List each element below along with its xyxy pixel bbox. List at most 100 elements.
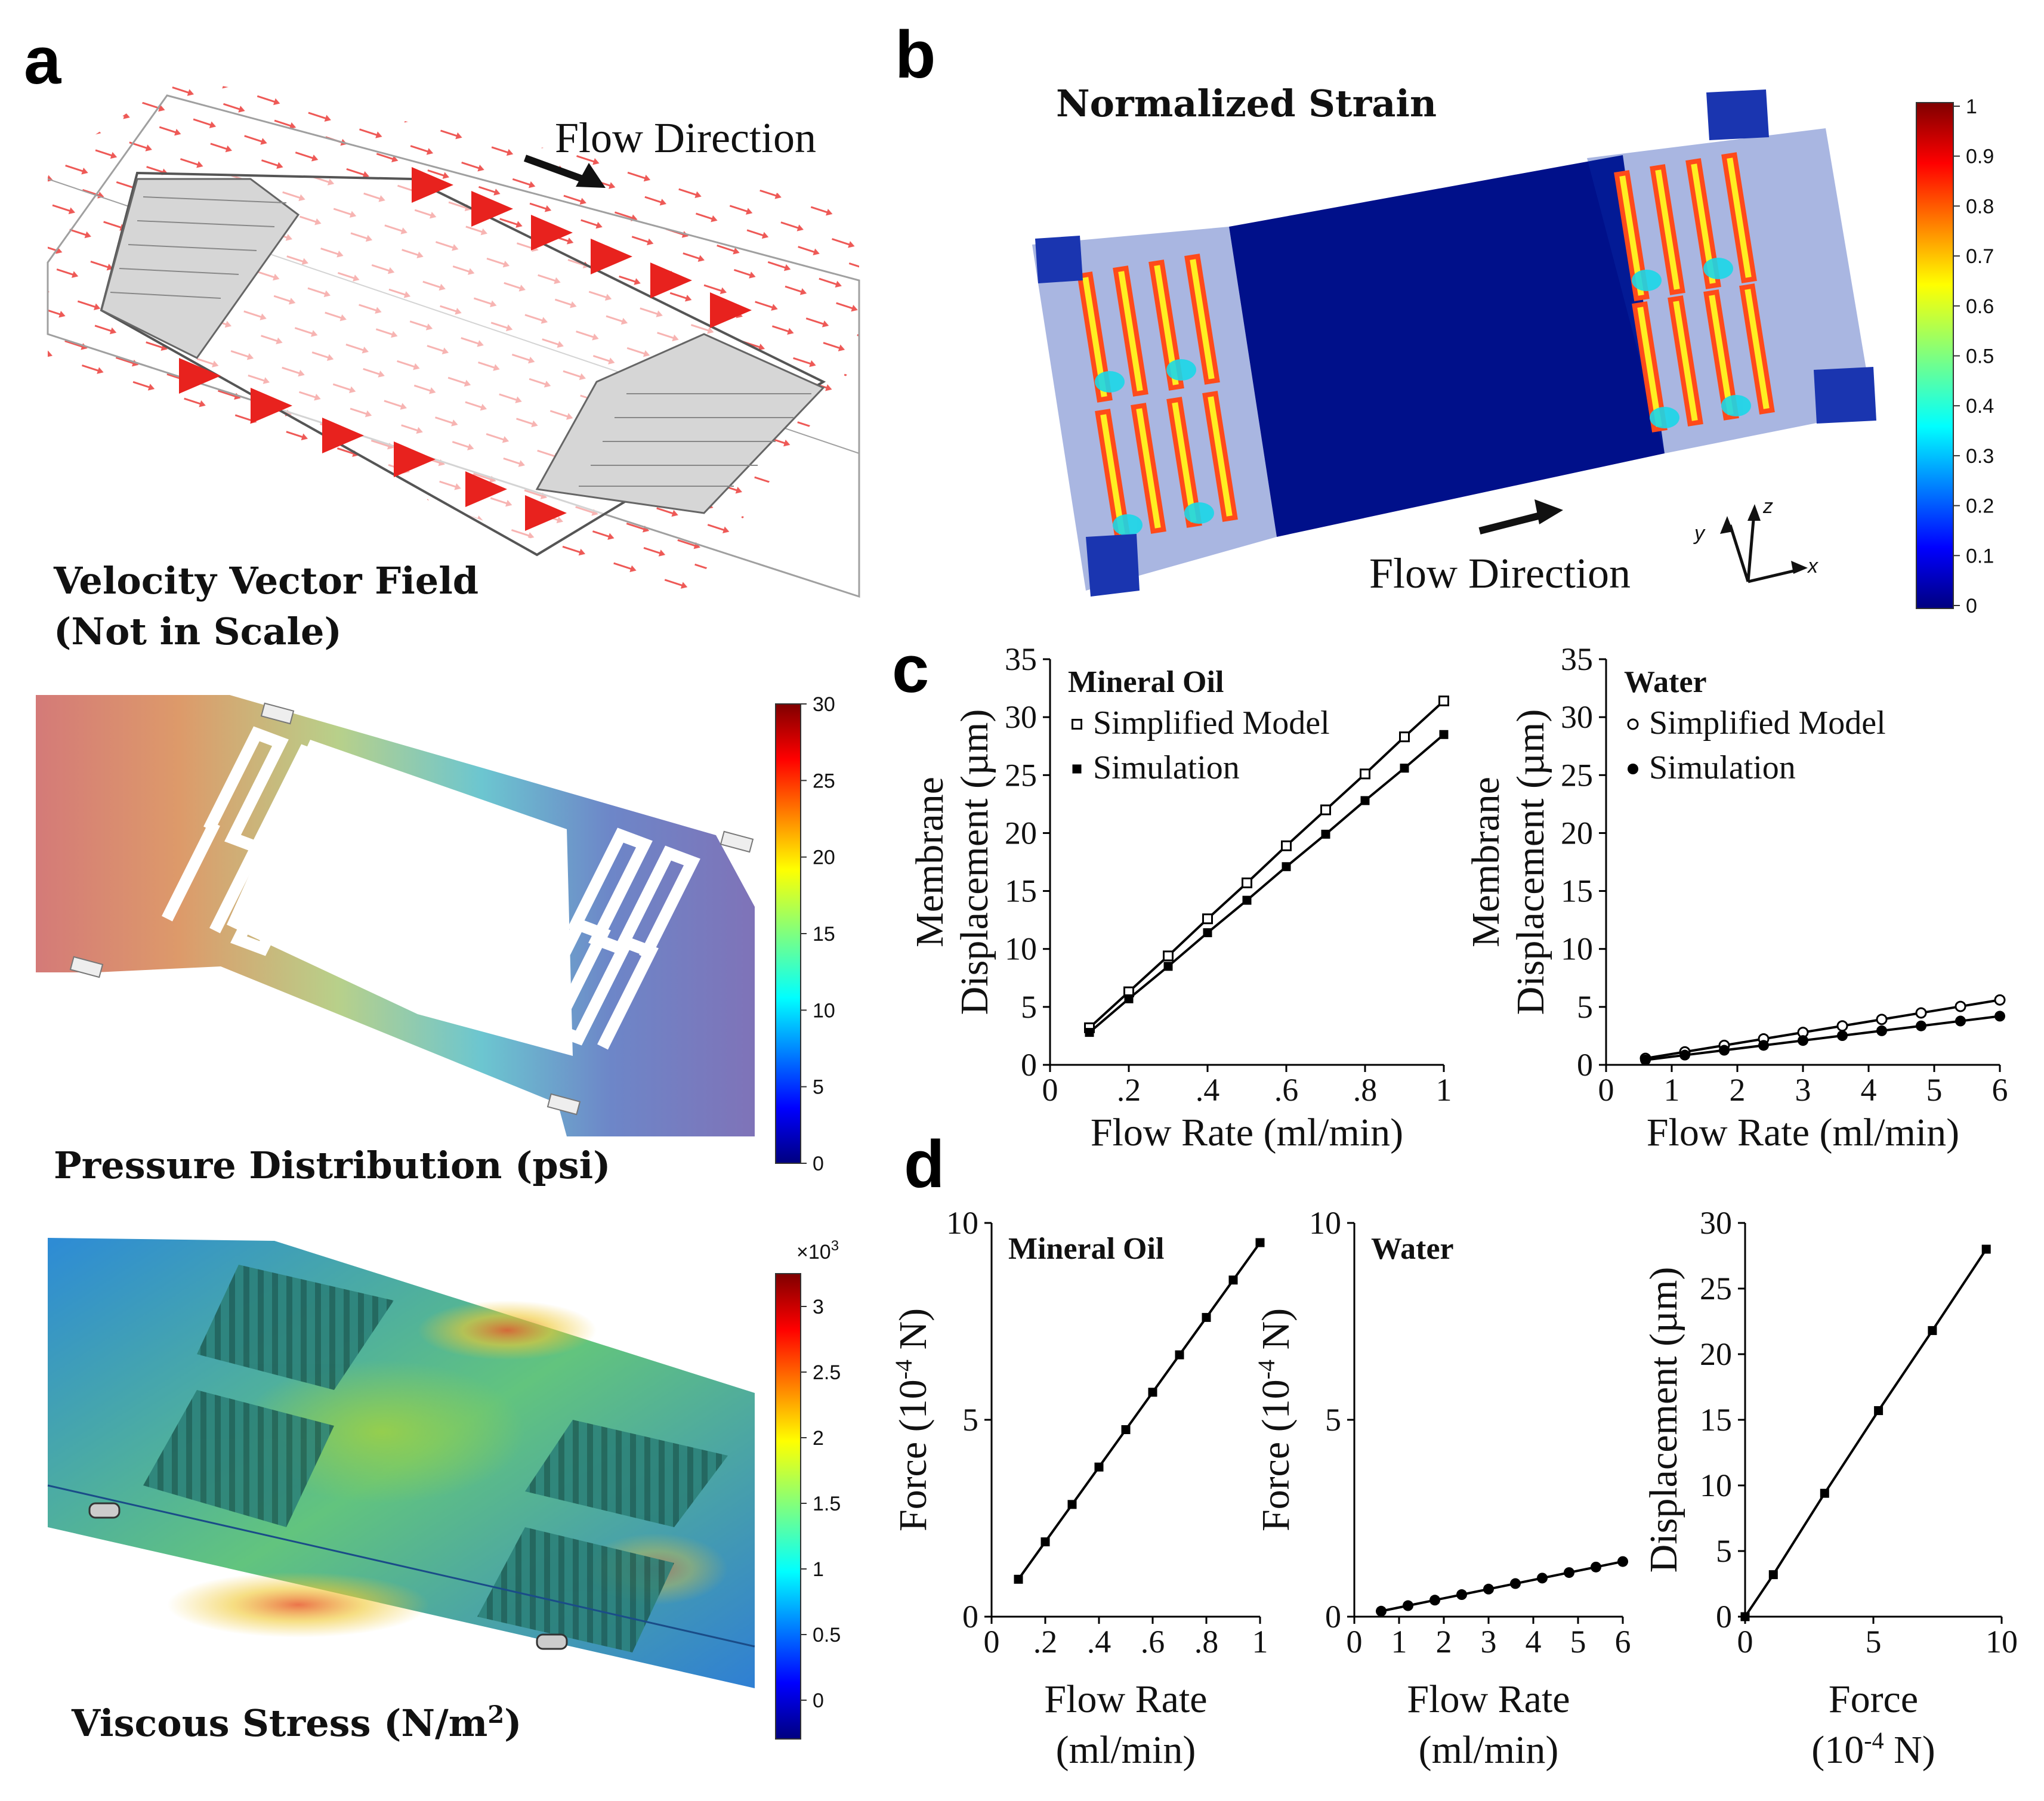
viscous-stress-image [47, 1238, 755, 1688]
c-mineral-oil-series-0-marker [1202, 913, 1213, 925]
d-mineral-oil-y-label-post: N) [891, 1308, 935, 1360]
c-water-series-0-marker [1915, 1007, 1927, 1019]
c-water-series-1-marker [1679, 1049, 1690, 1061]
c-water-series-0-marker [1876, 1014, 1888, 1025]
strain-title: Normalized Strain [1056, 82, 1437, 125]
d-water-series-0-marker [1510, 1578, 1521, 1589]
strain-colorbar-tick-label: 1 [1966, 95, 1977, 118]
strain-axis-y-label: y [1693, 522, 1706, 545]
d-water-y-label-post: N) [1254, 1308, 1298, 1360]
d-water-series-0-marker [1591, 1561, 1601, 1573]
c-mineral-oil-series-0-line [1088, 700, 1445, 1029]
d-mineral-oil-x-label-line1: Flow Rate [1044, 1678, 1207, 1721]
d-displacement-series-0-marker [1981, 1244, 1991, 1254]
c-mineral-oil-x-label: Flow Rate (ml/min) [1091, 1111, 1403, 1154]
c-water-series-0-marker [1955, 1000, 1966, 1012]
c-mineral-oil-y-tick-label: 20 [1005, 815, 1037, 851]
d-mineral-oil-series-0-marker [1175, 1350, 1184, 1360]
viscous-colorbar-tick-label: 1.5 [813, 1493, 841, 1515]
strain-axis-z-label: z [1762, 495, 1773, 518]
strain-colorbar-tick-label: 0.2 [1966, 495, 1994, 518]
c-water-series-0-marker [1836, 1020, 1848, 1032]
c-water-y-tick-label: 15 [1561, 873, 1593, 909]
c-mineral-oil-y-tick-label: 25 [1005, 757, 1037, 793]
viscous-colorbar [775, 1273, 801, 1740]
d-mineral-oil-x-tick-label: .6 [1141, 1624, 1165, 1660]
pressure-colorbar-tick-label: 5 [813, 1076, 824, 1099]
strain-colorbar-ticks: 1 0.9 0.8 0.7 0.6 0.5 0.4 0.3 0.2 0.1 0 [1954, 95, 1994, 617]
velocity-flow-direction-label: Flow Direction [555, 114, 816, 162]
d-mineral-oil-x-tick-label: 1 [1252, 1624, 1268, 1660]
c-mineral-oil-y-label-line2: Displacement (µm) [953, 709, 996, 1015]
d-displacement-x-label-post: N) [1884, 1728, 1935, 1772]
c-mineral-oil-series-1-marker [1242, 895, 1252, 905]
d-water-series-0-marker [1537, 1573, 1548, 1584]
d-mineral-oil-y-label-pre: Force (10 [891, 1379, 935, 1531]
c-water-series-1-marker [1837, 1030, 1848, 1042]
panel-label-d: d [904, 1127, 944, 1201]
d-displacement-x-tick-label: 0 [1737, 1624, 1753, 1660]
d-water-y-label-pre: Force (10 [1254, 1379, 1298, 1531]
c-mineral-oil-x-tick-label: .8 [1353, 1072, 1378, 1108]
d-displacement-y-tick-label: 15 [1700, 1402, 1732, 1438]
strain-colorbar-tick-label: 0.8 [1966, 195, 1994, 218]
c-mineral-oil-series-0-marker [1399, 731, 1410, 743]
c-water-x-tick-label: 4 [1861, 1072, 1877, 1108]
d-displacement-series-0-marker [1740, 1612, 1750, 1621]
panel-label-a: a [24, 23, 61, 98]
velocity-title-line2: (Not in Scale) [54, 610, 342, 653]
d-displacement-y-tick-label: 20 [1700, 1336, 1732, 1372]
strain-colorbar-tick-label: 0.4 [1966, 395, 1994, 418]
d-displacement-series-0-marker [1768, 1570, 1778, 1580]
c-water-y-tick-label: 0 [1577, 1047, 1593, 1083]
c-mineral-oil-x-tick-label: 1 [1436, 1072, 1452, 1108]
pressure-colorbar [775, 703, 801, 1164]
pressure-colorbar-tick-label: 20 [813, 847, 835, 869]
c-water-y-tick-label: 10 [1561, 931, 1593, 967]
c-mineral-oil-series-0-marker [1163, 950, 1174, 962]
strain-colorbar-tick-label: 0.1 [1966, 545, 1994, 567]
d-water-series-0-line [1381, 1560, 1623, 1612]
c-mineral-oil-y-tick-label: 30 [1005, 699, 1037, 735]
d-mineral-oil-x-tick-label: .4 [1087, 1624, 1111, 1660]
d-water-y-tick-label: 5 [1325, 1402, 1341, 1438]
d-water-x-tick-label: 6 [1615, 1624, 1631, 1660]
d-displacement-x-label-line2: (10-4 N) [1811, 1727, 1935, 1772]
c-mineral-oil-x-tick-label: .6 [1274, 1072, 1299, 1108]
c-mineral-oil-y-tick-label: 5 [1021, 989, 1037, 1025]
c-water-y-label-line2: Displacement (µm) [1509, 709, 1552, 1015]
strain-colorbar-tick-label: 0.7 [1966, 245, 1994, 268]
c-mineral-oil-series-1-marker [1321, 829, 1330, 839]
d-displacement-series-0-marker [1928, 1326, 1937, 1335]
c-water-y-tick-label: 25 [1561, 757, 1593, 793]
c-water-legend-label-1: Simulation [1649, 749, 1796, 786]
d-mineral-oil-x-tick-label: .2 [1033, 1624, 1058, 1660]
c-water-legend-label-0: Simplified Model [1649, 705, 1886, 742]
c-water-x-tick-label: 1 [1664, 1072, 1680, 1108]
c-water-series-1-marker [1955, 1015, 1966, 1027]
d-mineral-oil-x-tick-label: .8 [1194, 1624, 1219, 1660]
d-displacement-series-0-marker [1820, 1488, 1829, 1498]
c-mineral-oil-series-1-line [1088, 733, 1445, 1034]
d-mineral-oil-series-0-marker [1255, 1238, 1265, 1247]
c-mineral-oil-y-tick-label: 0 [1021, 1047, 1037, 1083]
strain-colorbar [1916, 102, 1954, 609]
d-displacement-series-0-line [1744, 1248, 1987, 1618]
strain-colorbar-tick-label: 0.9 [1966, 146, 1994, 168]
pressure-colorbar-tick-label: 10 [813, 999, 835, 1022]
d-displacement-y-tick-label: 5 [1716, 1533, 1732, 1569]
c-mineral-oil-series-0-marker [1438, 695, 1449, 706]
c-water-y-tick-label: 35 [1561, 641, 1593, 677]
d-displacement-x-label-line1: Force [1829, 1678, 1918, 1721]
d-water-series-0-marker [1403, 1600, 1413, 1611]
c-water-series-1-marker [1798, 1035, 1808, 1046]
pressure-title: Pressure Distribution (psi) [54, 1144, 611, 1187]
c-mineral-oil-series-1-marker [1439, 730, 1449, 739]
velocity-flow-direction-arrow [523, 155, 606, 188]
c-water-x-tick-label: 6 [1992, 1072, 2008, 1108]
